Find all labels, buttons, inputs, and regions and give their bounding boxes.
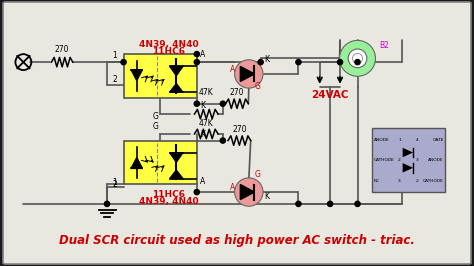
Circle shape bbox=[220, 138, 226, 143]
Text: A: A bbox=[201, 50, 206, 59]
Text: B2: B2 bbox=[379, 41, 389, 50]
FancyBboxPatch shape bbox=[3, 2, 471, 264]
Text: CATHODE: CATHODE bbox=[374, 158, 394, 162]
Text: 1: 1 bbox=[113, 178, 118, 187]
Text: ANODE: ANODE bbox=[374, 138, 389, 142]
Text: 11HC6: 11HC6 bbox=[152, 47, 185, 56]
Text: ANODE: ANODE bbox=[428, 158, 444, 162]
Circle shape bbox=[258, 60, 263, 65]
Text: G: G bbox=[153, 122, 159, 131]
Circle shape bbox=[121, 60, 126, 65]
Circle shape bbox=[328, 201, 333, 206]
Polygon shape bbox=[240, 66, 255, 81]
Polygon shape bbox=[170, 170, 183, 179]
Text: 11HC6: 11HC6 bbox=[152, 190, 185, 199]
Text: K: K bbox=[264, 55, 269, 64]
Circle shape bbox=[355, 201, 360, 206]
Text: G: G bbox=[255, 170, 260, 179]
Circle shape bbox=[348, 49, 367, 68]
Polygon shape bbox=[240, 185, 255, 200]
Text: 4N39, 4N40: 4N39, 4N40 bbox=[139, 40, 198, 49]
Text: Dual SCR circuit used as high power AC switch - triac.: Dual SCR circuit used as high power AC s… bbox=[59, 234, 415, 247]
Text: 47K: 47K bbox=[199, 88, 214, 97]
Circle shape bbox=[194, 189, 200, 195]
Text: K: K bbox=[201, 130, 205, 139]
Text: A: A bbox=[229, 65, 235, 74]
Text: A: A bbox=[229, 183, 235, 192]
Polygon shape bbox=[170, 153, 183, 162]
Text: NC: NC bbox=[374, 178, 380, 182]
FancyBboxPatch shape bbox=[372, 128, 445, 192]
Polygon shape bbox=[402, 163, 413, 173]
Text: 3: 3 bbox=[398, 178, 401, 182]
Polygon shape bbox=[170, 66, 183, 76]
Polygon shape bbox=[170, 84, 183, 92]
Text: 47K: 47K bbox=[199, 119, 214, 128]
Circle shape bbox=[194, 60, 200, 65]
Text: 2: 2 bbox=[113, 76, 118, 84]
Text: K: K bbox=[264, 192, 269, 201]
Text: 24VAC: 24VAC bbox=[311, 90, 349, 99]
Text: K: K bbox=[201, 101, 205, 110]
Circle shape bbox=[235, 178, 263, 206]
Text: G: G bbox=[153, 112, 159, 121]
Circle shape bbox=[296, 201, 301, 206]
Circle shape bbox=[104, 201, 109, 206]
Text: 2: 2 bbox=[398, 158, 401, 162]
Text: 270: 270 bbox=[232, 125, 246, 134]
Circle shape bbox=[296, 60, 301, 65]
Text: 3: 3 bbox=[416, 158, 419, 162]
Text: A: A bbox=[201, 177, 206, 186]
Text: 1: 1 bbox=[398, 138, 401, 142]
Circle shape bbox=[235, 60, 263, 88]
Text: 4: 4 bbox=[416, 138, 419, 142]
Circle shape bbox=[194, 52, 200, 57]
Circle shape bbox=[355, 60, 360, 65]
Text: 270: 270 bbox=[55, 45, 69, 54]
Text: CATHODE: CATHODE bbox=[423, 178, 444, 182]
FancyBboxPatch shape bbox=[124, 54, 197, 98]
Polygon shape bbox=[131, 157, 142, 168]
Circle shape bbox=[194, 101, 200, 106]
Text: 2: 2 bbox=[416, 178, 419, 182]
Circle shape bbox=[353, 53, 363, 63]
Text: 2: 2 bbox=[113, 180, 118, 189]
Text: 4N39, 4N40: 4N39, 4N40 bbox=[139, 197, 198, 206]
Circle shape bbox=[339, 40, 375, 76]
Text: 270: 270 bbox=[230, 88, 244, 97]
Text: 1: 1 bbox=[113, 51, 118, 60]
Circle shape bbox=[337, 60, 343, 65]
Polygon shape bbox=[402, 148, 413, 157]
FancyBboxPatch shape bbox=[124, 140, 197, 184]
Text: GATE: GATE bbox=[433, 138, 444, 142]
Text: G: G bbox=[255, 82, 260, 91]
Circle shape bbox=[220, 101, 226, 106]
Polygon shape bbox=[131, 70, 142, 81]
